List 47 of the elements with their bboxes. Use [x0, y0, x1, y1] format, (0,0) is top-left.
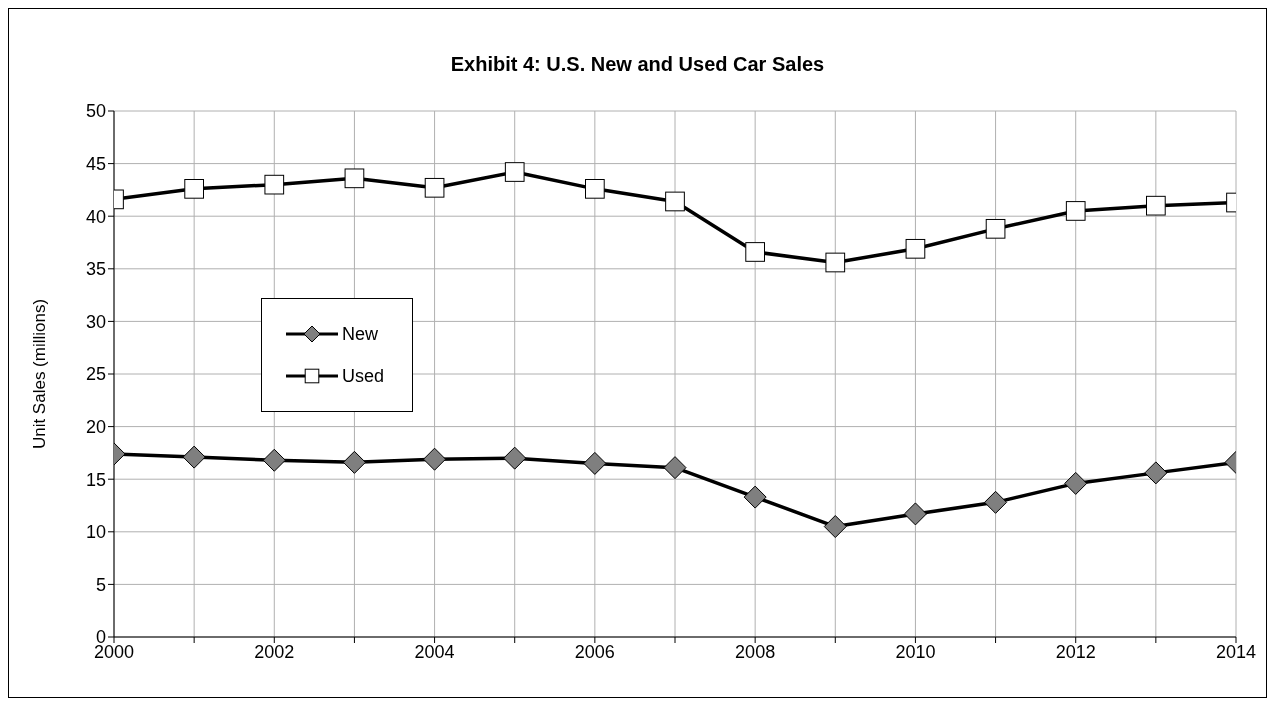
y-tick-label: 45 — [85, 153, 106, 174]
point — [1065, 201, 1086, 221]
y-tick-label: 10 — [85, 522, 106, 543]
x-tick-label: 2006 — [574, 641, 615, 662]
point — [344, 168, 365, 189]
y-tick-label: 50 — [85, 101, 106, 122]
point — [745, 242, 765, 262]
point — [184, 179, 204, 199]
legend-label: New — [342, 323, 379, 345]
y-tick-label: 40 — [85, 206, 106, 227]
point — [903, 502, 927, 526]
point — [825, 252, 846, 273]
y-tick-label: 15 — [85, 469, 106, 490]
y-tick-label: 5 — [95, 574, 106, 595]
point — [424, 177, 445, 198]
x-tick-label: 2004 — [414, 641, 455, 662]
chart-title: Exhibit 4: U.S. New and Used Car Sales — [449, 53, 826, 76]
x-tick-label: 2002 — [254, 641, 295, 662]
point — [905, 238, 926, 259]
x-tick-label: 2008 — [735, 641, 776, 662]
point — [182, 445, 206, 469]
point — [984, 490, 1008, 514]
x-tick-label: 2012 — [1055, 641, 1096, 662]
point — [503, 446, 527, 470]
point — [585, 179, 605, 199]
point — [665, 191, 685, 212]
point — [1146, 195, 1166, 216]
point — [1144, 461, 1168, 485]
point — [262, 448, 286, 472]
x-tick-label: 2014 — [1215, 641, 1257, 662]
point — [423, 447, 447, 471]
point — [583, 451, 607, 475]
legend-label: Used — [342, 365, 385, 387]
x-tick-label: 2010 — [895, 641, 936, 662]
point — [264, 174, 285, 195]
point — [1064, 471, 1088, 495]
y-axis-title: Unit Sales (millions) — [30, 298, 50, 450]
point — [743, 485, 767, 509]
y-tick-label: 20 — [85, 416, 106, 437]
point — [985, 218, 1006, 239]
y-tick-label: 30 — [85, 311, 106, 332]
point — [342, 450, 366, 474]
y-tick-label: 25 — [85, 364, 106, 385]
point — [823, 515, 847, 539]
point — [663, 456, 687, 480]
y-tick-label: 35 — [85, 259, 106, 280]
point — [504, 162, 525, 182]
